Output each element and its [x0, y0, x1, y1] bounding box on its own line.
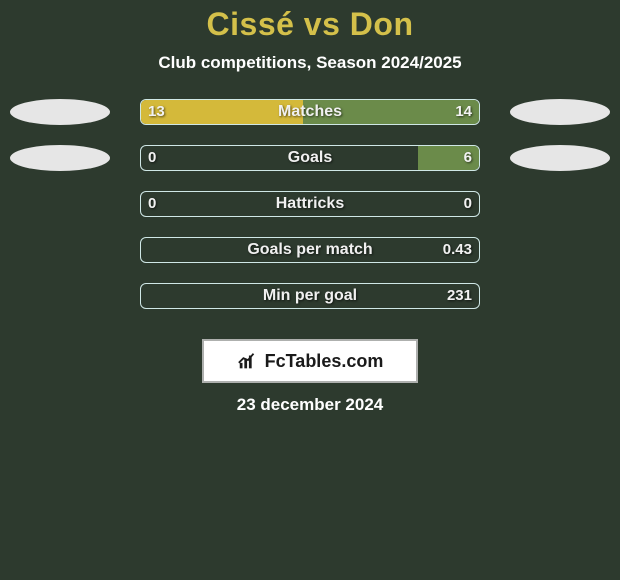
player-marker-right	[510, 99, 610, 125]
value-left: 0	[148, 145, 156, 171]
watermark-text: FcTables.com	[265, 351, 384, 372]
bar-track	[140, 283, 480, 309]
bar-fill-right	[303, 100, 479, 124]
bar-chart-icon	[237, 350, 259, 372]
bar-track	[140, 99, 480, 125]
comparison-row: 1314Matches	[0, 99, 620, 145]
watermark-badge: FcTables.com	[202, 339, 418, 383]
subtitle: Club competitions, Season 2024/2025	[0, 53, 620, 73]
player-marker-left	[10, 99, 110, 125]
bar-track	[140, 145, 480, 171]
value-right: 6	[464, 145, 472, 171]
value-right: 0	[464, 191, 472, 217]
date-label: 23 december 2024	[0, 395, 620, 415]
value-left: 0	[148, 191, 156, 217]
bar-track	[140, 237, 480, 263]
comparison-row: 231Min per goal	[0, 283, 620, 329]
value-right: 0.43	[443, 237, 472, 263]
comparison-row: 0.43Goals per match	[0, 237, 620, 283]
page-title: Cissé vs Don	[0, 6, 620, 43]
comparison-row: 06Goals	[0, 145, 620, 191]
player-comparison-card: Cissé vs Don Club competitions, Season 2…	[0, 0, 620, 580]
comparison-row: 00Hattricks	[0, 191, 620, 237]
value-left: 13	[148, 99, 165, 125]
player-marker-left	[10, 145, 110, 171]
comparison-rows: 1314Matches06Goals00Hattricks0.43Goals p…	[0, 99, 620, 329]
player-marker-right	[510, 145, 610, 171]
bar-fill-left	[141, 100, 303, 124]
bar-track	[140, 191, 480, 217]
value-right: 231	[447, 283, 472, 309]
value-right: 14	[455, 99, 472, 125]
